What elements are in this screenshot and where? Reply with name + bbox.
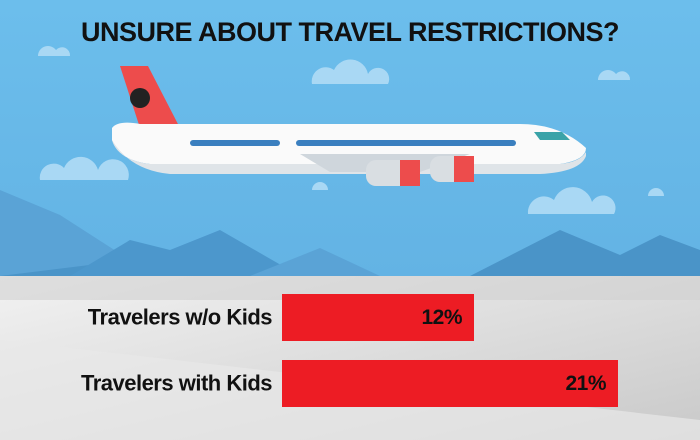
category-label: Travelers w/o Kids: [88, 304, 272, 329]
chart-title: UNSURE ABOUT TRAVEL RESTRICTIONS?: [81, 17, 619, 47]
category-label: Travelers with Kids: [81, 370, 272, 395]
airplane: [112, 66, 586, 186]
mountains: [0, 190, 700, 276]
clouds: [38, 46, 664, 214]
bar: [282, 360, 618, 407]
value-label: 12%: [421, 306, 462, 329]
bar: [282, 294, 474, 341]
value-label: 21%: [565, 372, 606, 395]
ground-band: [0, 276, 700, 300]
